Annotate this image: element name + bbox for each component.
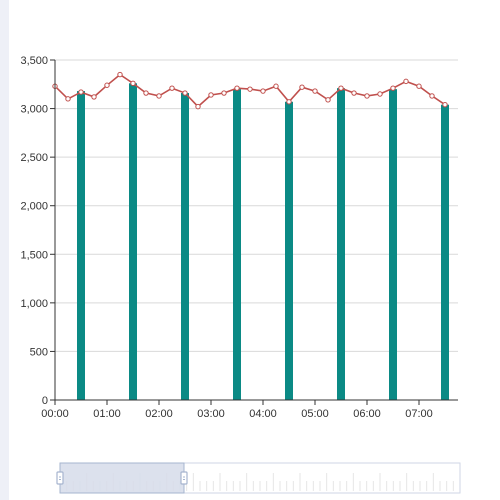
left-panel-strip xyxy=(0,0,9,500)
bar xyxy=(181,93,189,401)
line-point xyxy=(208,92,214,98)
y-tick-label: 1,500 xyxy=(20,249,48,261)
x-tick-label: 01:00 xyxy=(93,408,121,420)
line-point xyxy=(260,88,266,94)
line-point xyxy=(273,83,279,89)
line-point xyxy=(364,93,370,99)
grid-lines xyxy=(55,59,458,352)
bar xyxy=(77,91,85,400)
line-point xyxy=(338,85,344,91)
x-axis-ticks: 00:00 01:00 02:00 03:00 04:00 05:00 06:00 07:00 xyxy=(41,400,433,420)
line-point xyxy=(156,93,162,99)
line-point xyxy=(195,103,201,110)
y-axis-ticks: 0 500 1,000 1,500 2,000 2,500 3,000 3,500 xyxy=(20,55,55,407)
x-tick-label: 06:00 xyxy=(353,408,381,420)
bar xyxy=(129,83,137,401)
bar xyxy=(285,101,293,401)
line-point xyxy=(221,90,227,96)
bar xyxy=(441,104,449,400)
x-tick-label: 04:00 xyxy=(249,408,277,420)
line-point xyxy=(169,85,175,91)
zoom-handle-start[interactable] xyxy=(56,471,64,485)
line-point xyxy=(143,90,149,96)
y-tick-label: 2,500 xyxy=(20,152,48,164)
bar xyxy=(389,89,397,401)
y-tick-label: 3,500 xyxy=(20,55,48,67)
x-tick-label: 05:00 xyxy=(301,408,329,420)
x-tick-label: 03:00 xyxy=(197,408,225,420)
line-point xyxy=(65,96,71,102)
line-point xyxy=(130,80,136,87)
bar-series xyxy=(77,83,449,401)
zoom-window[interactable] xyxy=(59,462,185,494)
y-tick-label: 3,000 xyxy=(20,104,48,116)
line-point xyxy=(325,97,331,103)
line-point xyxy=(78,89,84,95)
y-tick-label: 500 xyxy=(30,346,48,358)
line-point xyxy=(377,91,383,97)
line-series xyxy=(52,71,448,110)
line-point xyxy=(117,71,123,78)
line-point xyxy=(182,90,188,96)
line-point xyxy=(104,82,110,88)
line-point xyxy=(234,85,240,91)
line-point xyxy=(299,84,305,90)
line-point xyxy=(416,83,422,89)
data-zoom-slider[interactable] xyxy=(56,462,461,494)
x-tick-label: 07:00 xyxy=(405,408,433,420)
bar xyxy=(233,89,241,401)
bar xyxy=(337,88,345,401)
line-point xyxy=(312,88,318,94)
y-tick-label: 0 xyxy=(42,395,48,407)
y-tick-label: 2,000 xyxy=(20,201,48,213)
line-point xyxy=(442,101,448,108)
axes xyxy=(54,60,458,401)
zoom-handle-end[interactable] xyxy=(180,471,188,485)
line-point xyxy=(247,86,253,92)
line-point xyxy=(429,93,435,99)
y-tick-label: 1,000 xyxy=(20,298,48,310)
line-point xyxy=(286,99,292,105)
line-point xyxy=(91,94,97,100)
x-tick-label: 00:00 xyxy=(41,408,69,420)
x-tick-label: 02:00 xyxy=(145,408,173,420)
line-point xyxy=(390,85,396,91)
line-point xyxy=(403,78,409,85)
line-point xyxy=(351,90,357,96)
